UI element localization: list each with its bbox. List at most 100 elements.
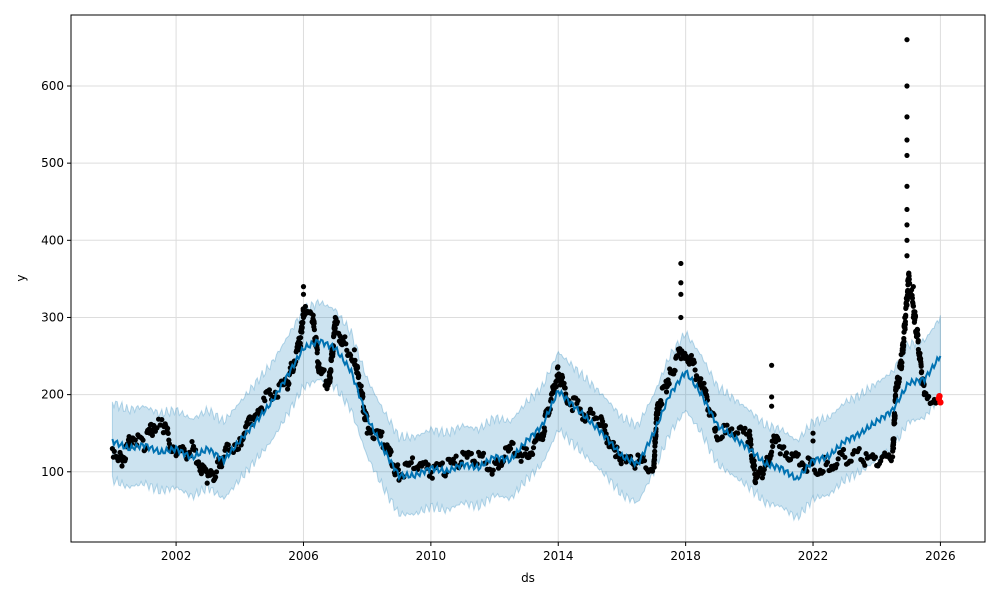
observed-point (926, 393, 932, 400)
x-tick-label: 2022 (798, 549, 829, 563)
observed-point (904, 206, 910, 213)
observed-point (559, 374, 566, 380)
observed-point (119, 463, 125, 469)
y-tick-label: 100 (41, 465, 64, 479)
observed-point (921, 381, 927, 387)
observed-point (618, 461, 624, 467)
observed-point (632, 465, 638, 471)
observed-point (342, 334, 348, 340)
observed-point (735, 430, 741, 436)
observed-point (842, 454, 848, 460)
observed-point (899, 363, 905, 370)
observed-point (713, 426, 719, 432)
observed-point (300, 291, 307, 297)
observed-point (783, 450, 790, 456)
observed-point (775, 437, 782, 443)
observed-point (688, 352, 695, 359)
observed-point (742, 425, 748, 431)
observed-point (530, 451, 536, 457)
observed-point (729, 426, 735, 432)
observed-point (701, 380, 707, 386)
observed-point (356, 373, 362, 379)
observed-point (334, 319, 340, 325)
observed-point (703, 388, 709, 394)
observed-point (769, 394, 775, 400)
observed-point (489, 471, 495, 477)
observed-point (719, 434, 725, 440)
observed-point (656, 411, 662, 417)
y-tick-label: 200 (41, 388, 64, 402)
observed-point (840, 446, 847, 453)
observed-point (904, 114, 910, 120)
y-axis: 100 200 300 400 500 600 (41, 79, 71, 479)
observed-point (213, 469, 220, 475)
observed-point (518, 458, 524, 464)
observed-point (902, 326, 908, 332)
observed-point (904, 237, 910, 243)
observed-point (903, 312, 909, 318)
observed-point (146, 426, 152, 432)
observed-point (918, 363, 924, 369)
observed-point (652, 448, 658, 454)
observed-point (299, 329, 305, 335)
observed-point (302, 303, 308, 310)
observed-point (286, 381, 292, 387)
observed-point (371, 436, 377, 442)
observed-point (343, 341, 349, 347)
observed-point (678, 314, 684, 321)
y-tick-label: 500 (41, 156, 64, 170)
observed-point (285, 386, 291, 392)
observed-point (899, 360, 905, 366)
observed-point (862, 462, 868, 468)
observed-point (149, 432, 155, 438)
observed-point (906, 276, 912, 282)
observed-point (351, 347, 357, 353)
observed-point (904, 183, 910, 189)
observed-point (266, 387, 272, 393)
observed-point (204, 480, 210, 486)
observed-point (358, 383, 364, 389)
observed-point (777, 451, 783, 457)
observed-point (904, 302, 910, 308)
observed-point (542, 428, 548, 434)
x-tick-label: 2014 (543, 549, 574, 563)
observed-point (122, 456, 129, 462)
observed-point (600, 418, 606, 425)
observed-point (914, 327, 921, 333)
observed-point (468, 450, 474, 457)
x-tick-label: 2006 (288, 549, 319, 563)
observed-point (429, 475, 435, 481)
observed-point (311, 320, 317, 326)
observed-point (834, 461, 840, 467)
observed-point (314, 347, 320, 353)
observed-point (409, 455, 416, 461)
observed-point (904, 137, 910, 143)
observed-point (902, 319, 909, 325)
observed-point (132, 437, 138, 443)
observed-point (490, 467, 496, 473)
observed-point (352, 357, 358, 363)
observed-point (781, 444, 787, 450)
observed-point (298, 335, 304, 341)
observed-point (910, 284, 916, 290)
observed-point (904, 253, 910, 259)
observed-point (510, 440, 516, 446)
observed-point (321, 367, 327, 373)
observed-point (523, 446, 530, 452)
x-tick-label: 2026 (925, 549, 956, 563)
observed-point (159, 417, 165, 423)
x-tick-label: 2018 (670, 549, 701, 563)
observed-point (262, 398, 268, 404)
observed-point (649, 468, 656, 474)
observed-point (548, 396, 554, 402)
observed-point (759, 475, 766, 481)
observed-point (872, 454, 879, 460)
observed-point (892, 413, 898, 419)
observed-point (563, 391, 569, 397)
observed-point (230, 449, 236, 455)
observed-point (344, 347, 350, 353)
observed-point (907, 280, 913, 286)
observed-point (748, 436, 754, 442)
uncertainty-band (111, 298, 941, 522)
